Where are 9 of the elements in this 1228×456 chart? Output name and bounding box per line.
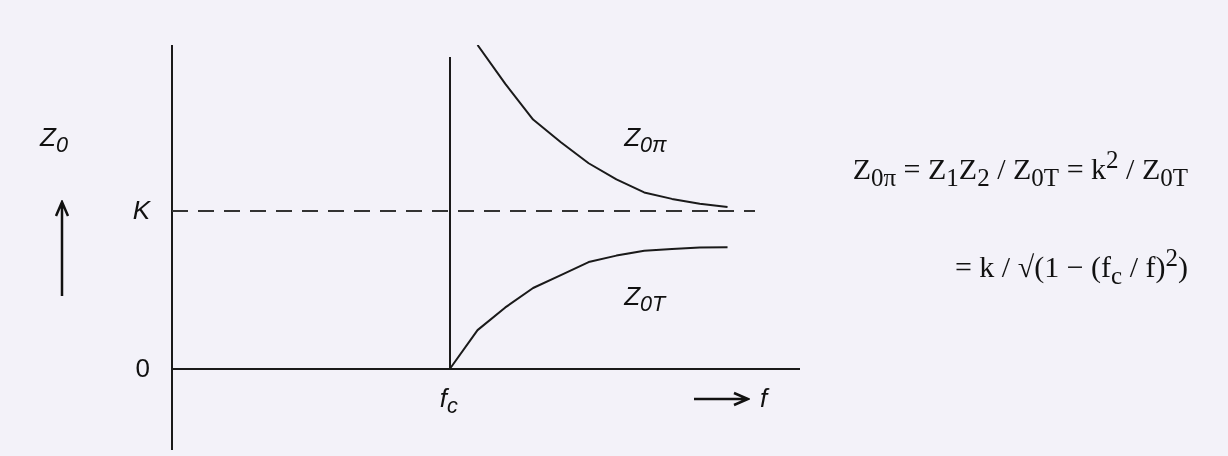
ref-line-label: K: [132, 194, 150, 226]
series-label: Z$_{0π}$: [624, 122, 667, 159]
y-axis-title: Z$_{0}$: [40, 122, 68, 159]
text: 0: [135, 353, 150, 384]
x-axis-title: f: [760, 383, 768, 414]
text: Z$_{0π}$ = Z$_{1}$Z$_{2}$ / Z$_{0T}$ = k$^{2}$ / Z$_{0T}$: [852, 146, 1188, 191]
text: f$_{c}$: [439, 383, 458, 420]
text: = k / √(1 − (f$_{c}$ / f)$^{2}$): [953, 243, 1188, 291]
series-label: Z$_{0T}$: [624, 280, 666, 317]
